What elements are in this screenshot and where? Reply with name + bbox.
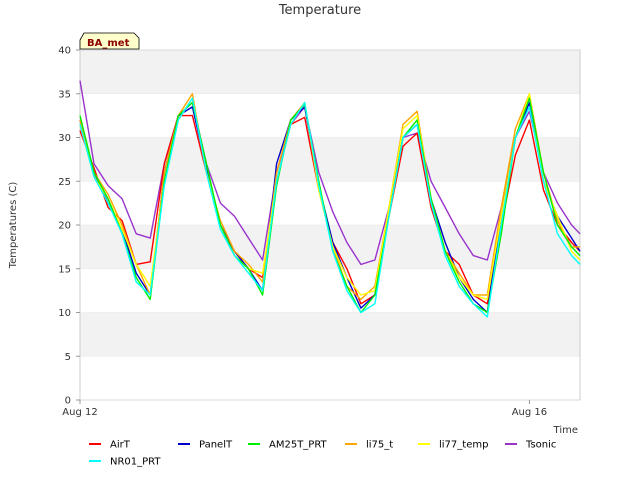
y-tick-label: 20	[58, 221, 71, 232]
y-axis-title: Temperatures (C)	[8, 182, 19, 270]
legend-label: Tsonic	[525, 440, 556, 451]
chart-title: Temperature	[278, 3, 361, 18]
grid-band	[80, 312, 580, 357]
grid-band	[80, 50, 580, 94]
series-lines	[79, 80, 581, 318]
legend-label: AM25T_PRT	[269, 440, 328, 451]
y-tick-label: 0	[65, 396, 71, 407]
station-badge: BA_met	[79, 32, 140, 50]
x-tick-label: Aug 16	[512, 407, 547, 418]
series-line-nr01-prt	[79, 97, 581, 318]
legend-label: PanelT	[199, 440, 233, 451]
legend-label: li77_temp	[439, 440, 488, 451]
legend-label: NR01_PRT	[110, 457, 161, 468]
y-tick-label: 30	[58, 133, 71, 144]
x-axis-ticks: Aug 12 Aug 16	[62, 400, 547, 418]
x-axis-title: Time	[553, 425, 578, 436]
station-badge-label: BA_met	[87, 38, 130, 49]
legend-label: li75_t	[366, 440, 393, 451]
grid-band	[80, 137, 580, 182]
y-tick-label: 5	[65, 352, 71, 363]
y-tick-label: 10	[58, 308, 71, 319]
y-tick-label: 25	[58, 177, 71, 188]
legend-label: AirT	[110, 440, 131, 451]
y-tick-label: 35	[58, 89, 71, 100]
legend: AirT PanelT AM25T_PRT li75_t li77_temp Tsonic…	[89, 440, 556, 468]
y-tick-label: 40	[58, 46, 71, 57]
y-tick-label: 15	[58, 264, 71, 275]
x-tick-label: Aug 12	[62, 407, 97, 418]
